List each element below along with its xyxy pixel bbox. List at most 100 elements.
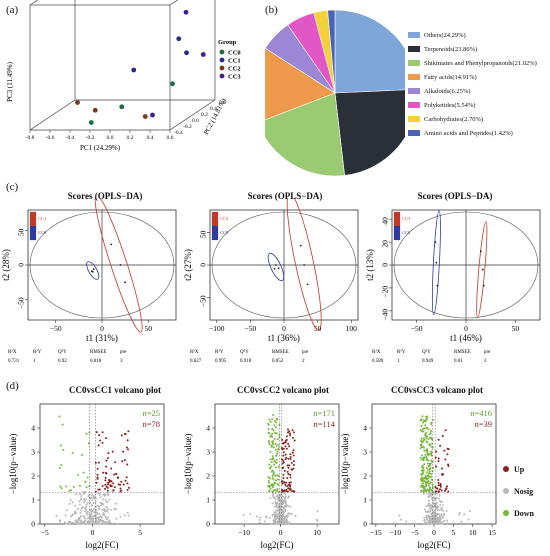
- nosig-point: [259, 516, 262, 519]
- down-point: [422, 482, 425, 485]
- down-point: [421, 430, 424, 433]
- nosig-point: [440, 507, 443, 510]
- opls-legend-swatch-ref: [212, 226, 218, 240]
- down-point: [60, 464, 63, 467]
- down-count: n=416: [470, 408, 492, 418]
- opls-legend-label-test: CC3: [402, 216, 411, 221]
- up-point: [289, 484, 292, 487]
- down-point: [272, 413, 275, 416]
- up-point: [439, 482, 442, 485]
- pca-point-cc3: [200, 52, 206, 57]
- up-point: [113, 473, 116, 476]
- nosig-point: [272, 519, 275, 522]
- nosig-point: [106, 493, 109, 496]
- nosig-point: [438, 521, 441, 524]
- up-point: [95, 431, 98, 434]
- score-point: [482, 284, 485, 287]
- opls-legend-swatch-test: [212, 212, 218, 226]
- stats-value: 0.995: [215, 359, 227, 364]
- up-point: [127, 448, 130, 451]
- up-point: [285, 490, 288, 493]
- down-point: [423, 456, 426, 459]
- down-point: [268, 489, 271, 492]
- nosig-point: [55, 514, 58, 517]
- down-point: [268, 486, 271, 489]
- up-point: [446, 453, 449, 456]
- up-point: [289, 453, 292, 456]
- down-point: [428, 472, 431, 475]
- nosig-point: [422, 492, 425, 495]
- nosig-point: [64, 522, 67, 525]
- up-point: [119, 483, 122, 486]
- up-point: [284, 484, 287, 487]
- down-point: [274, 482, 277, 485]
- nosig-point: [282, 520, 285, 523]
- x-axis-label: t1 (36%): [268, 333, 300, 343]
- up-point: [128, 486, 131, 489]
- volcano-legend-item: Nosig: [503, 480, 549, 502]
- down-point: [275, 432, 278, 435]
- down-point: [71, 452, 74, 455]
- opls-legend-swatch-ref: [394, 226, 400, 240]
- x-tick-label: 0.4: [147, 135, 154, 141]
- x-tick-label: −5: [411, 528, 419, 537]
- down-point: [426, 448, 429, 451]
- nosig-point: [274, 502, 277, 505]
- nosig-point: [78, 517, 81, 520]
- volcano1-title: CC0vsCC1 volcano plot: [68, 385, 161, 395]
- down-point: [274, 479, 277, 482]
- nosig-point: [284, 500, 287, 503]
- nosig-point: [285, 522, 288, 525]
- stats-header: R²Y: [33, 349, 42, 355]
- down-point: [69, 489, 72, 492]
- nosig-point: [119, 515, 122, 518]
- down-point: [430, 459, 433, 462]
- up-point: [282, 461, 285, 464]
- down-point: [275, 454, 278, 457]
- down-point: [271, 477, 274, 480]
- nosig-point: [423, 508, 426, 511]
- up-point: [125, 446, 128, 449]
- nosig-point: [433, 505, 436, 508]
- panel-label-b: (b): [265, 4, 278, 16]
- score-point: [481, 268, 484, 271]
- nosig-point: [458, 511, 461, 514]
- up-point: [286, 464, 289, 467]
- hotelling-ellipse: [211, 211, 357, 319]
- up-point: [288, 481, 291, 484]
- up-point: [292, 454, 295, 457]
- opls3-title: Scores (OPLS−DA): [417, 191, 493, 201]
- nosig-point: [279, 508, 282, 511]
- up-point: [95, 481, 98, 484]
- down-point: [422, 419, 425, 422]
- up-point: [291, 429, 294, 432]
- cube-edge: [169, 0, 179, 6]
- stats-value: 0.627: [190, 359, 202, 364]
- down-point: [276, 474, 279, 477]
- nosig-point: [290, 512, 293, 515]
- up-count: n=78: [142, 419, 160, 429]
- pie-legend-swatch: [408, 32, 420, 38]
- nosig-point: [97, 505, 100, 508]
- down-point: [275, 458, 278, 461]
- up-point: [111, 450, 114, 453]
- pie-legend-swatch: [408, 46, 420, 52]
- score-point: [119, 264, 122, 266]
- nosig-point: [98, 518, 101, 521]
- stats-header: Q²Y: [58, 349, 67, 355]
- nosig-point: [109, 521, 112, 524]
- up-point: [293, 431, 296, 434]
- up-point: [289, 473, 292, 476]
- cube-edge: [29, 0, 39, 6]
- up-point: [282, 447, 285, 450]
- y-axis-label: PC3 (11.49%): [6, 61, 14, 101]
- group-ellipse: [431, 210, 441, 316]
- y-tick-label: 3: [31, 448, 35, 457]
- nosig-point: [294, 514, 297, 517]
- nosig-point: [276, 521, 279, 524]
- up-point: [290, 461, 293, 464]
- nosig-point: [442, 509, 445, 512]
- volcano-legend-marker: [503, 466, 509, 472]
- nosig-point: [255, 515, 258, 518]
- nosig-point: [431, 497, 434, 500]
